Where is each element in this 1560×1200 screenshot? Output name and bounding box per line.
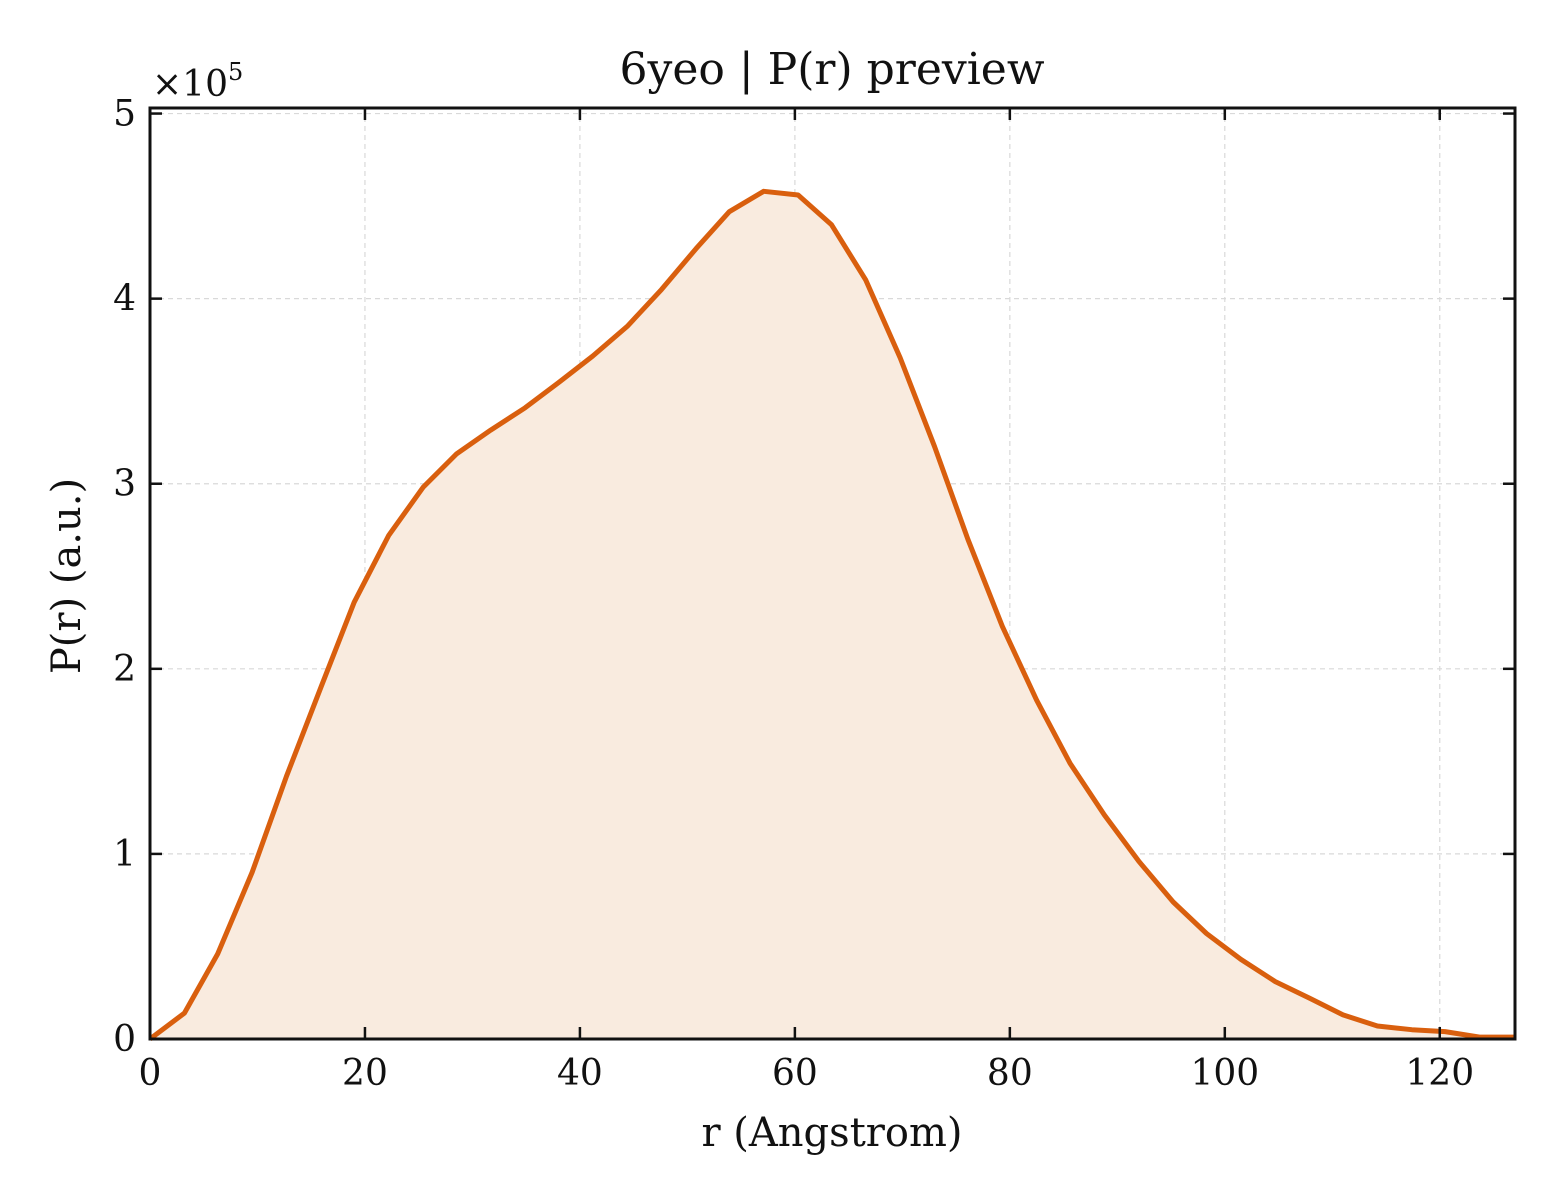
y-tick-label: 2 xyxy=(113,649,136,690)
chart-title: 6yeo | P(r) preview xyxy=(619,44,1044,95)
x-tick-label: 0 xyxy=(139,1053,162,1094)
x-tick-label: 100 xyxy=(1190,1053,1259,1094)
x-tick-label: 60 xyxy=(772,1053,818,1094)
y-multiplier-exponent: 5 xyxy=(228,58,243,86)
y-tick-label: 0 xyxy=(113,1019,136,1060)
y-tick-label: 3 xyxy=(113,464,136,505)
x-tick-label: 80 xyxy=(987,1053,1033,1094)
axis-ticks xyxy=(148,108,1515,1041)
y-tick-label: 4 xyxy=(113,279,136,320)
y-tick-label: 1 xyxy=(113,834,136,875)
y-axis-multiplier: ×105 xyxy=(152,58,243,105)
y-tick-label: 5 xyxy=(113,94,136,135)
y-axis-label: P(r) (a.u.) xyxy=(44,478,90,674)
area-fill xyxy=(150,191,1514,1040)
x-axis-label: r (Angstrom) xyxy=(701,1110,962,1156)
x-tick-label: 20 xyxy=(342,1053,388,1094)
x-tick-label: 40 xyxy=(557,1053,603,1094)
plot-frame xyxy=(148,106,1517,1041)
x-tick-label: 120 xyxy=(1405,1053,1474,1094)
series-line xyxy=(148,188,1514,1041)
y-multiplier-base: ×10 xyxy=(152,64,228,105)
